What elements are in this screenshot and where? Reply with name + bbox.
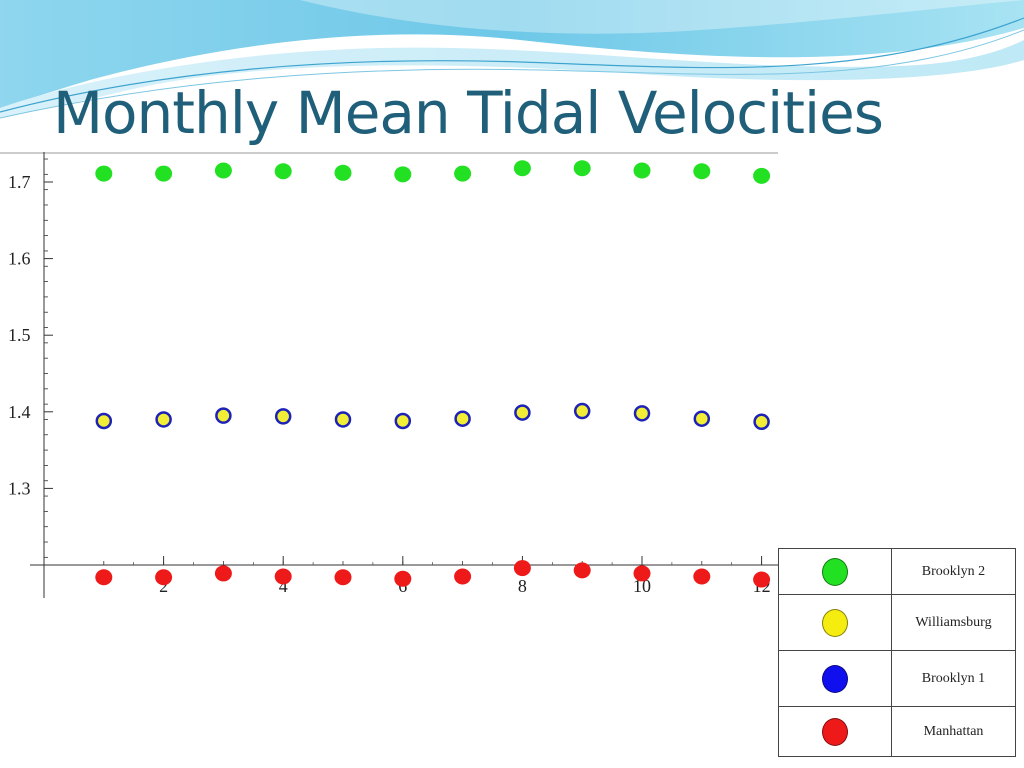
- data-point: [274, 568, 292, 585]
- data-point: [95, 412, 113, 430]
- data-point: [454, 410, 471, 427]
- series-manhattan: [95, 560, 771, 588]
- legend-swatch: [822, 557, 848, 586]
- data-point: [155, 411, 172, 428]
- data-point: [274, 163, 292, 180]
- data-point: [274, 408, 292, 425]
- data-point: [573, 562, 591, 579]
- legend-swatch-cell: [778, 650, 892, 707]
- data-point: [753, 167, 771, 184]
- series-bridge_pair: [95, 402, 770, 431]
- legend-row: Brooklyn 1: [778, 650, 1016, 707]
- y-tick-label: 1.3: [8, 478, 31, 498]
- series-brooklyn2: [95, 160, 771, 184]
- data-point: [693, 568, 711, 585]
- x-tick-label: 2: [159, 576, 168, 596]
- data-point: [573, 402, 591, 420]
- legend-swatch-cell: [778, 548, 892, 595]
- data-point: [633, 565, 651, 582]
- y-tick-label: 1.7: [8, 172, 31, 192]
- legend-swatch: [822, 717, 848, 746]
- data-point: [155, 569, 173, 586]
- slide-title: Monthly Mean Tidal Velocities: [53, 79, 884, 147]
- legend-row: Williamsburg: [778, 594, 1016, 651]
- data-point: [334, 411, 352, 428]
- legend-row: Manhattan: [778, 706, 1016, 757]
- x-tick-label: 10: [633, 576, 651, 596]
- data-point: [633, 405, 651, 422]
- data-point: [753, 571, 771, 588]
- data-point: [155, 165, 173, 182]
- legend-row: Brooklyn 2: [778, 548, 1016, 595]
- x-tick-label: 8: [518, 576, 527, 596]
- data-point: [214, 162, 232, 179]
- data-point: [394, 412, 412, 430]
- data-point: [334, 164, 352, 181]
- data-point: [514, 404, 531, 421]
- scatter-chart: 1.31.41.51.61.724681012: [0, 148, 780, 600]
- legend-label: Manhattan: [891, 706, 1016, 757]
- legend-swatch-cell: [778, 706, 892, 757]
- data-point: [693, 163, 711, 180]
- y-tick-label: 1.6: [8, 249, 31, 269]
- data-point: [753, 413, 770, 431]
- data-point: [215, 407, 232, 424]
- data-point: [693, 410, 711, 427]
- legend-swatch-cell: [778, 594, 892, 651]
- data-point: [513, 160, 531, 177]
- chart-axes: 1.31.41.51.61.724681012: [0, 148, 780, 600]
- data-point: [633, 162, 651, 179]
- plot-background: [0, 148, 780, 600]
- legend-label: Brooklyn 1: [891, 650, 1016, 707]
- data-point: [573, 160, 591, 177]
- decorative-wave-banner: [0, 0, 1024, 119]
- data-point: [394, 166, 412, 183]
- data-point: [95, 165, 113, 182]
- data-point: [334, 569, 352, 586]
- chart-legend: Brooklyn 2 Williamsburg Brooklyn 1 Manhatta…: [778, 548, 1016, 757]
- y-tick-label: 1.5: [8, 325, 31, 345]
- legend-swatch: [822, 664, 848, 693]
- y-tick-label: 1.4: [8, 402, 31, 422]
- data-point: [454, 568, 472, 585]
- data-point: [394, 570, 412, 587]
- data-point: [95, 569, 113, 586]
- chart-points: [95, 160, 771, 588]
- legend-swatch: [822, 608, 848, 637]
- x-tick-label: 4: [279, 576, 288, 596]
- data-point: [454, 165, 472, 182]
- legend-label: Williamsburg: [891, 594, 1016, 651]
- data-point: [214, 565, 232, 582]
- data-point: [513, 560, 531, 577]
- legend-label: Brooklyn 2: [891, 548, 1016, 595]
